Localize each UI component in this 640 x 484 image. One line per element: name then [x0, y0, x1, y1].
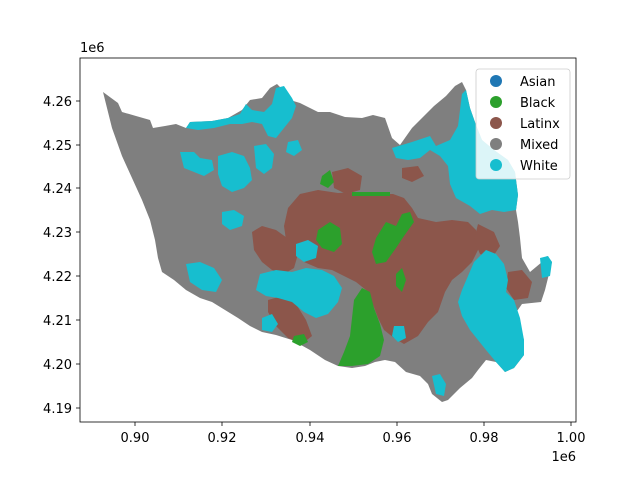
legend-item-asian: Asian: [490, 75, 555, 90]
legend-label-white: White: [520, 159, 558, 174]
legend-marker-asian: [490, 75, 502, 87]
region-white-south-center: [262, 314, 278, 332]
legend-item-white: White: [490, 159, 558, 174]
legend-marker-white: [490, 159, 502, 171]
region-black-west: [316, 222, 342, 252]
region-white-wcenter2: [222, 210, 244, 230]
legend-marker-black: [490, 96, 502, 108]
region-latinx-east: [474, 224, 500, 258]
y-offset-label: 1e6: [80, 41, 105, 56]
legend-marker-mixed: [490, 138, 502, 150]
region-white-sw-center: [392, 326, 406, 342]
region-black-small: [292, 334, 308, 346]
x-tick-label: 0.94: [296, 431, 325, 446]
region-black-north: [320, 170, 334, 188]
legend-item-latinx: Latinx: [490, 117, 560, 132]
region-white-east-edge: [540, 256, 552, 278]
y-tick-label: 4.24: [43, 182, 72, 197]
x-tick-label: 0.98: [470, 431, 499, 446]
y-tick-label: 4.19: [43, 402, 72, 417]
region-white-northwest: [180, 152, 214, 176]
region-latinx-southwest: [268, 296, 312, 344]
region-white-center-small: [296, 240, 318, 262]
region-black-center: [372, 212, 414, 264]
legend-label-asian: Asian: [520, 75, 555, 90]
x-tick-label: 0.92: [208, 431, 237, 446]
y-tick-label: 4.21: [43, 314, 72, 329]
region-white-west-small: [186, 262, 222, 292]
region-latinx-north: [332, 168, 362, 194]
region-latinx-west: [252, 226, 298, 274]
region-black-strip: [352, 192, 390, 196]
y-tick-label: 4.26: [43, 95, 72, 110]
region-white-nw2: [218, 152, 252, 192]
region-white-west-center: [256, 268, 342, 318]
legend-label-latinx: Latinx: [520, 117, 560, 132]
x-offset-label: 1e6: [551, 450, 576, 465]
y-tick-label: 4.23: [43, 226, 72, 241]
y-tick-label: 4.20: [43, 358, 72, 373]
y-tick-label: 4.22: [43, 270, 72, 285]
legend-box: [475, 68, 571, 180]
x-tick-label: 0.96: [383, 431, 412, 446]
region-black-south: [338, 288, 384, 366]
region-latinx-southeast: [506, 270, 532, 300]
region-black-east: [396, 268, 406, 292]
legend: Asian Black Latinx Mixed White: [475, 68, 571, 180]
legend-label-mixed: Mixed: [520, 138, 558, 153]
legend-item-black: Black: [490, 96, 556, 111]
region-white-north-top: [186, 86, 296, 138]
region-white-north-mid: [286, 140, 302, 156]
legend-item-mixed: Mixed: [490, 138, 558, 153]
axes-frame: [79, 57, 577, 423]
legend-label-black: Black: [520, 96, 556, 111]
x-tick-label: 0.90: [121, 431, 150, 446]
region-latinx-ne: [402, 166, 424, 182]
legend-marker-latinx: [490, 117, 502, 129]
y-tick-label: 4.25: [43, 139, 72, 154]
x-tick-label: 1.00: [557, 431, 586, 446]
region-white-northeast: [392, 90, 518, 214]
x-axis: 0.90 0.92 0.94 0.96 0.98 1.00 1e6: [121, 422, 586, 465]
region-white-east-big: [458, 250, 524, 372]
region-white-nw3: [254, 144, 274, 174]
region-white-south: [432, 374, 446, 396]
y-axis: 4.19 4.20 4.21 4.22 4.23 4.24 4.25 4.26 …: [43, 41, 105, 417]
map-regions: [103, 82, 552, 402]
